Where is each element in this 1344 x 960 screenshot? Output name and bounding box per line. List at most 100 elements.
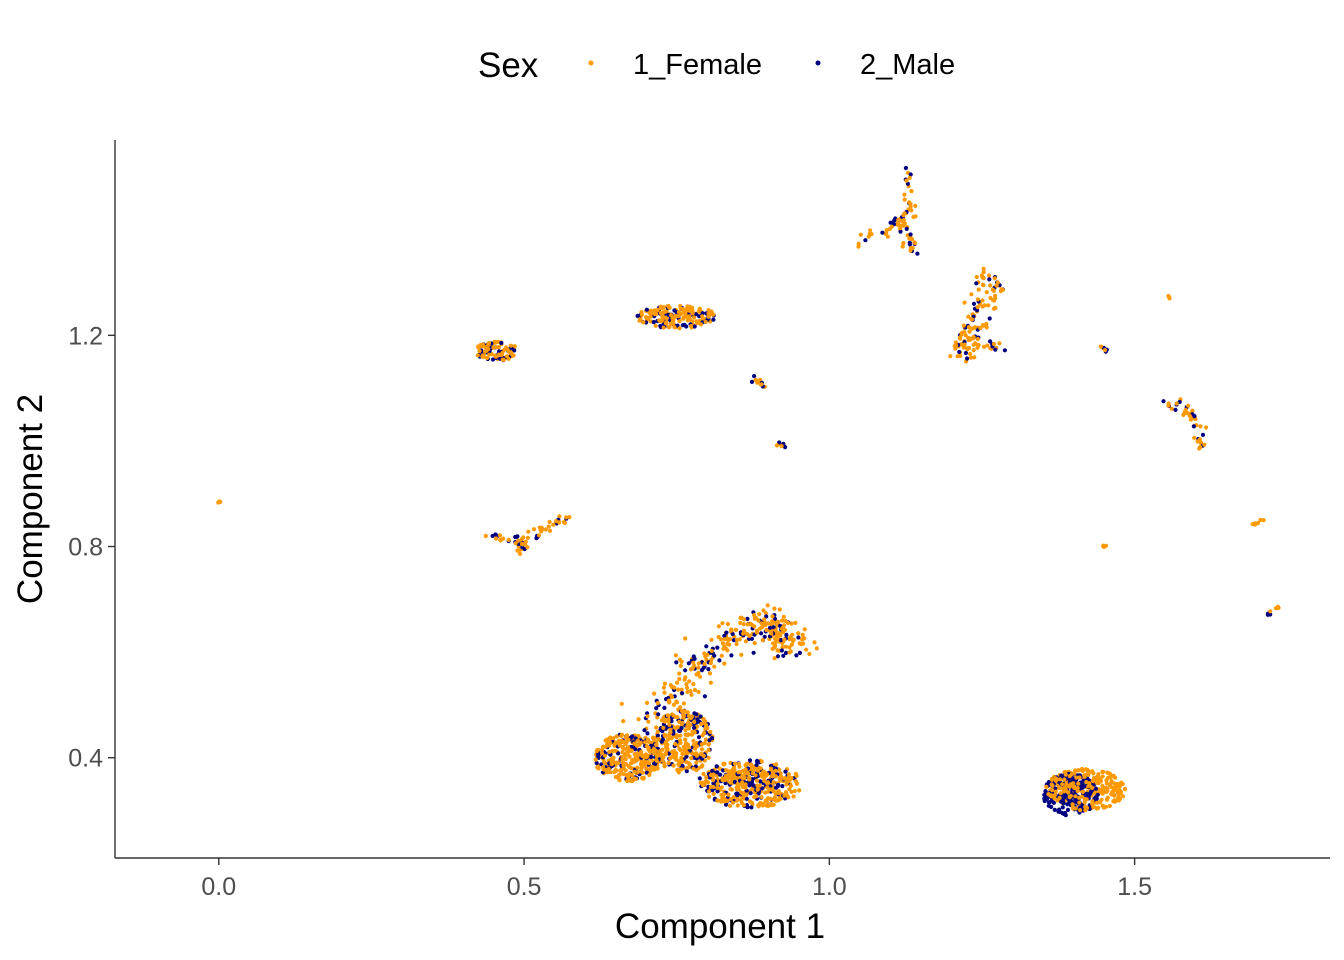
data-point [734,641,739,647]
axes [114,140,1330,859]
data-point [715,798,720,803]
data-point [675,715,680,720]
data-point [688,307,693,312]
data-point [1112,792,1117,798]
data-point [782,637,787,642]
data-point [703,737,709,742]
data-point [667,722,672,728]
data-point [493,354,498,359]
data-point [731,771,736,777]
data-point [686,726,692,731]
data-point [619,768,624,773]
data-point [647,772,652,778]
data-point [709,648,714,654]
data-point [676,687,681,692]
data-point [744,761,750,766]
data-point [987,316,992,321]
y-tick-label: 0.8 [68,534,103,562]
data-point [724,773,729,778]
data-point [729,628,734,633]
data-point [1062,785,1067,790]
data-point [673,742,678,747]
data-point [776,789,781,794]
data-point [680,691,685,696]
data-point [759,759,764,764]
data-point [666,698,671,703]
data-point [908,201,913,206]
data-point [909,208,914,213]
data-point [736,761,741,767]
data-point [1077,775,1082,780]
data-point [902,221,907,226]
data-point [723,781,728,786]
data-point [745,616,750,622]
data-point [700,314,705,319]
data-point [699,764,704,769]
data-point [780,625,786,630]
data-point [778,638,784,643]
data-point [684,324,689,329]
data-point [765,780,771,785]
data-point [652,691,657,696]
data-point [1258,517,1263,523]
data-point [666,304,671,309]
data-point [632,759,637,764]
data-point [500,357,505,362]
data-point [547,519,552,525]
data-point [724,768,729,773]
data-point [759,382,764,387]
data-point [721,792,727,797]
data-point [635,765,640,770]
data-point [868,228,873,233]
data-point [710,736,715,741]
data-point [968,351,973,356]
data-point [702,661,707,667]
data-point [997,341,1002,346]
data-point [616,751,621,756]
data-point [1059,786,1064,791]
data-point [681,713,686,719]
data-point [717,766,722,771]
data-point [957,349,962,355]
data-point [685,765,690,770]
data-point [678,311,683,316]
data-point [701,665,706,671]
data-point [966,345,972,351]
data-point [764,627,769,633]
data-point [1202,442,1207,447]
data-point [706,667,711,672]
data-point [707,794,712,799]
data-point [908,172,913,177]
data-point [797,650,803,656]
data-point [1117,784,1122,789]
data-point [725,621,731,627]
data-point [729,787,735,792]
data-point [696,661,701,666]
data-point [704,775,709,780]
data-point [976,287,981,292]
data-point [961,323,966,328]
data-point [599,750,605,756]
data-point [812,640,817,645]
data-point [1042,792,1047,798]
data-point [756,618,761,623]
data-point [739,790,744,795]
data-point [1275,604,1281,610]
data-point [715,770,720,775]
data-point [654,706,659,711]
data-point [773,774,778,779]
data-point [667,324,672,329]
data-point [494,536,499,541]
data-point [662,719,668,724]
data-point [1105,786,1110,791]
data-point [954,343,959,348]
data-point [745,622,750,627]
data-point [1049,782,1054,787]
data-point [1066,790,1071,795]
data-point [636,733,641,739]
data-point [482,349,488,354]
data-point [684,682,689,687]
data-point [1049,776,1054,782]
data-point [967,329,972,334]
data-point [662,764,667,769]
